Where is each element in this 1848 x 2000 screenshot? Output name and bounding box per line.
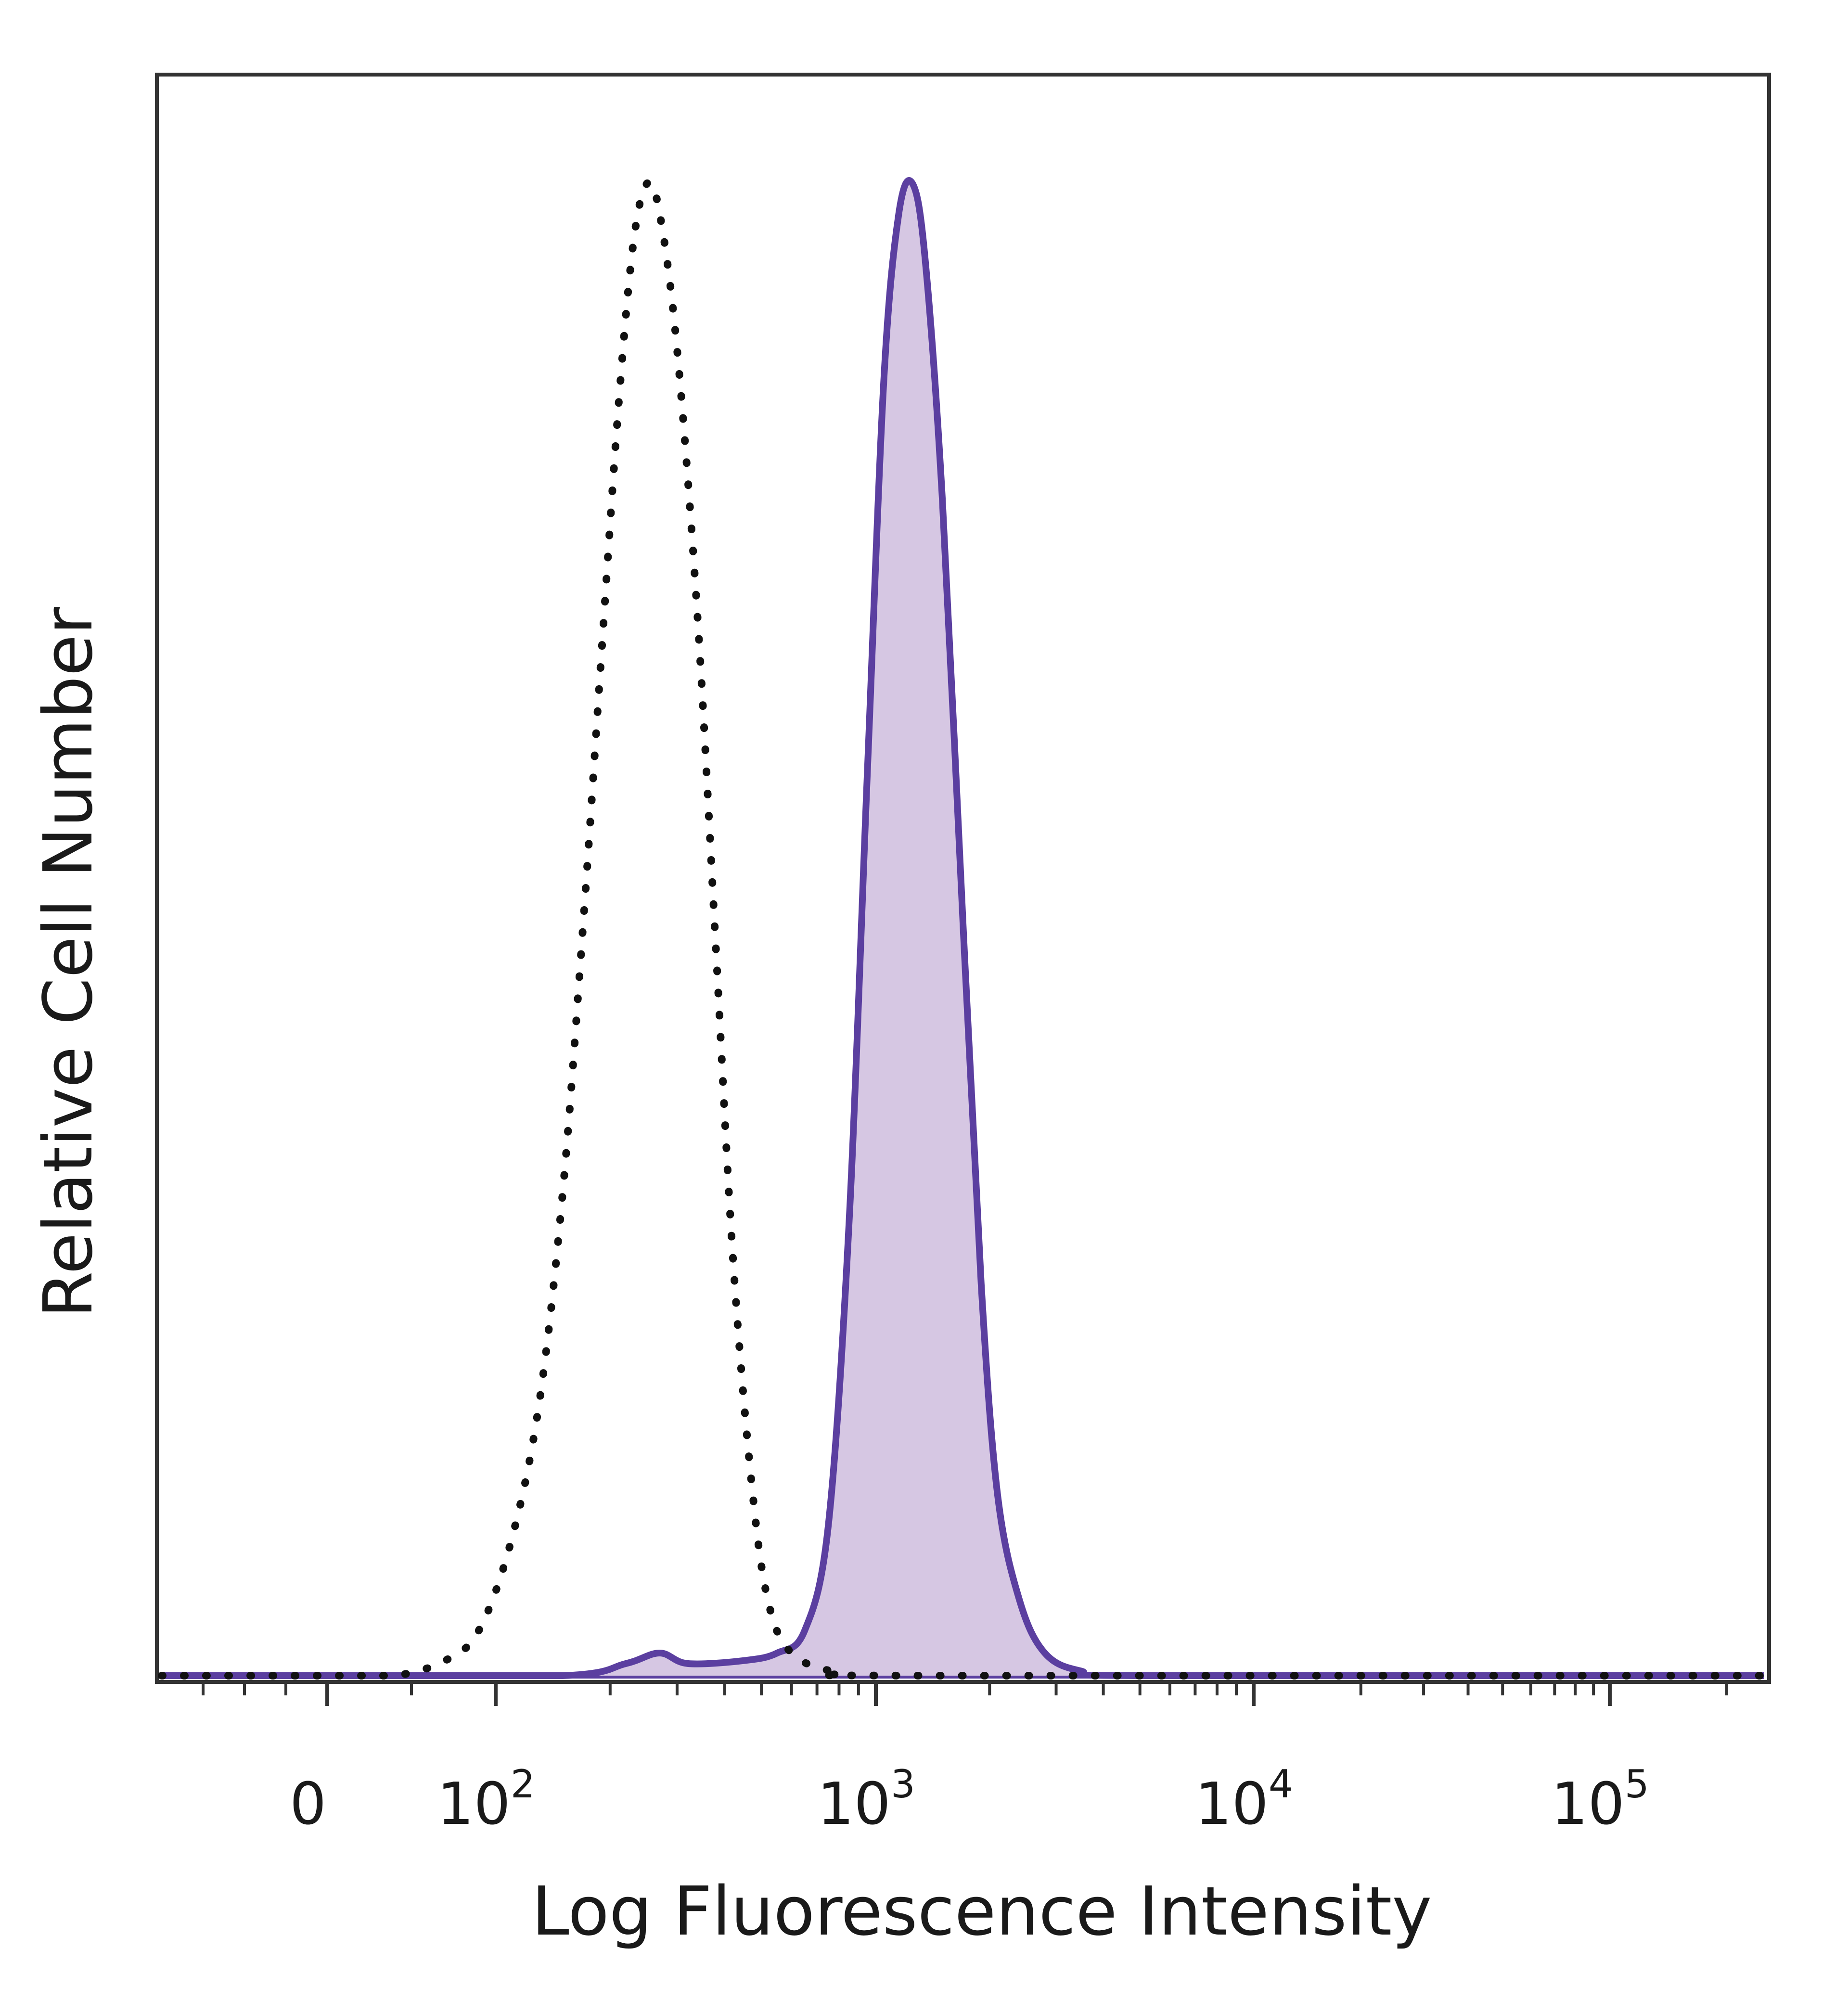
x-axis-label: Log Fluorescence Intensity [532,1872,1432,1951]
histogram-line-stained [162,177,1764,1679]
x-tick-label: 0 [290,1771,326,1838]
y-axis-label: Relative Cell Number [29,607,108,1318]
x-axis-ticks [202,1682,1728,1706]
x-tick-label: 105 [1551,1762,1649,1838]
x-tick-label: 103 [817,1762,915,1838]
x-tick-label: 104 [1195,1762,1293,1838]
x-axis-tick-labels: 0 102 103 104 105 [290,1762,1649,1838]
series-group [158,177,1768,1680]
x-tick-label: 102 [437,1762,535,1838]
